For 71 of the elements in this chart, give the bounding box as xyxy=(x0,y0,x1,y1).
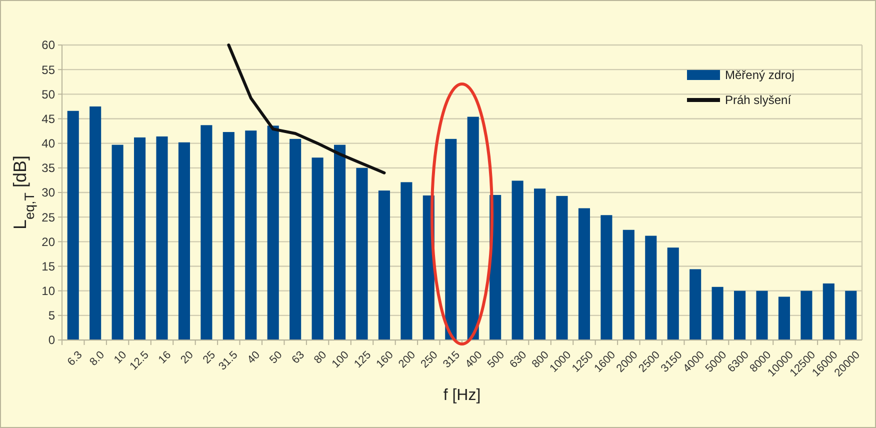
x-tick-label: 125 xyxy=(352,349,374,371)
bar xyxy=(822,283,834,340)
bar xyxy=(290,138,302,340)
bar xyxy=(778,296,790,340)
bar xyxy=(690,269,702,340)
x-tick-label: 630 xyxy=(508,349,530,371)
y-tick-label: 40 xyxy=(42,136,56,151)
bar xyxy=(134,137,146,340)
bar xyxy=(222,132,234,340)
line-series xyxy=(227,44,386,174)
y-tick-label: 25 xyxy=(42,210,56,224)
bar xyxy=(800,290,812,340)
bar xyxy=(578,208,590,340)
y-tick-label: 10 xyxy=(42,284,56,298)
x-tick-label: 16 xyxy=(156,349,174,366)
x-tick-label: 800 xyxy=(530,349,552,371)
bar xyxy=(645,236,657,340)
bar xyxy=(312,158,324,340)
x-tick-label: 50 xyxy=(268,349,285,366)
bar xyxy=(667,248,679,340)
x-axis-title: f [Hz] xyxy=(443,387,481,404)
bar xyxy=(200,125,212,340)
x-tick-label: 20 xyxy=(178,349,196,366)
x-tick-label: 200 xyxy=(396,349,418,371)
bar xyxy=(467,116,479,340)
y-tick-label: 30 xyxy=(42,186,56,200)
y-tick-label: 45 xyxy=(42,112,56,126)
bar xyxy=(334,144,346,340)
bar xyxy=(622,230,634,340)
x-tick-label: 160 xyxy=(374,349,396,371)
bar xyxy=(600,215,612,340)
x-tick-label: 315 xyxy=(440,349,462,371)
bar xyxy=(356,168,368,340)
bar xyxy=(712,286,724,340)
y-tick-label: 55 xyxy=(42,62,56,77)
x-tick-label: 80 xyxy=(312,349,330,366)
bar xyxy=(112,144,124,340)
x-tick-label: 10 xyxy=(112,349,130,366)
x-tick-label: 6.3 xyxy=(65,349,85,368)
y-tick-label: 5 xyxy=(48,308,56,323)
y-tick-label: 20 xyxy=(42,234,56,249)
x-tick-label: 100 xyxy=(330,349,352,371)
bar xyxy=(67,110,79,340)
x-tick-label: 63 xyxy=(290,349,307,366)
legend-label: Měřený zdroj xyxy=(725,68,794,82)
y-tick-label: 0 xyxy=(48,333,56,348)
bar xyxy=(90,106,102,340)
x-tick-label: 25 xyxy=(200,349,218,366)
y-tick-label: 50 xyxy=(42,87,56,102)
bar xyxy=(267,126,279,340)
y-tick-label: 15 xyxy=(42,259,56,274)
x-tick-label: 250 xyxy=(418,349,440,371)
x-tick-label: 400 xyxy=(463,349,485,371)
bar xyxy=(556,196,568,340)
bar xyxy=(445,138,457,340)
bar xyxy=(178,142,190,340)
bar xyxy=(378,190,390,340)
bar xyxy=(512,180,524,340)
bar xyxy=(156,136,168,340)
bar xyxy=(734,290,746,340)
x-tick-label: 40 xyxy=(245,349,262,366)
bar xyxy=(845,290,857,340)
x-tick-label: 8.0 xyxy=(88,349,107,368)
legend-label: Práh slyšení xyxy=(725,93,792,108)
bar xyxy=(400,182,412,340)
bar xyxy=(756,290,768,340)
x-tick-label: 500 xyxy=(485,349,507,371)
y-tick-label: 60 xyxy=(42,38,56,52)
y-tick-label: 35 xyxy=(42,161,56,176)
bar xyxy=(534,188,546,340)
bar xyxy=(245,130,257,340)
